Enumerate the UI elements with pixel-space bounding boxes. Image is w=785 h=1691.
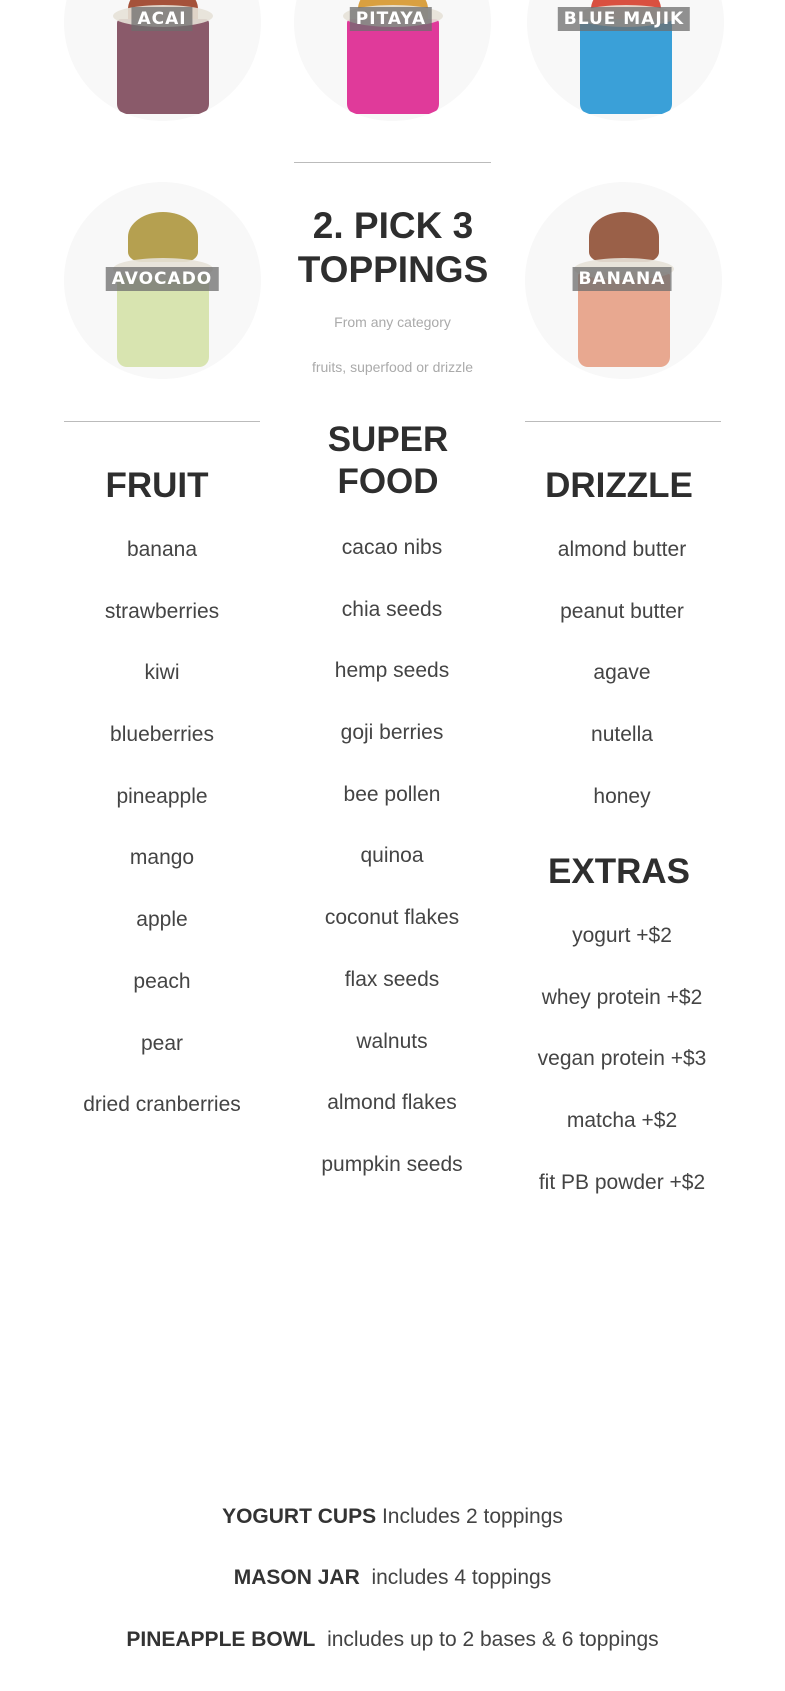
fruit-item: strawberries bbox=[104, 599, 220, 623]
drizzle-item: agave bbox=[593, 661, 651, 685]
superfood-item: hemp seeds bbox=[334, 659, 450, 683]
superfood-item: quinoa bbox=[360, 844, 424, 868]
divider-right bbox=[525, 421, 721, 422]
offer-desc: includes 4 toppings bbox=[371, 1566, 552, 1589]
cup-pitaya bbox=[342, 5, 443, 114]
superfood-item: walnuts bbox=[356, 1029, 428, 1053]
fruit-item: banana bbox=[126, 538, 198, 561]
avocado-label: AVOCADO bbox=[105, 267, 219, 291]
step-subtitle-1: From any category bbox=[334, 314, 451, 330]
superfood-list: cacao nibs chia seeds hemp seeds goji be… bbox=[272, 517, 512, 1196]
offer-name: YOGURT CUPS bbox=[222, 1505, 377, 1528]
fruit-list: banana strawberries kiwi blueberries pin… bbox=[42, 519, 282, 1136]
offer-desc: Includes 2 toppings bbox=[381, 1505, 563, 1528]
superfood-item: flax seeds bbox=[344, 967, 440, 991]
superfood-item: goji berries bbox=[340, 721, 444, 745]
drizzle-item: peanut butter bbox=[560, 599, 684, 623]
fruit-item: peach bbox=[133, 969, 191, 993]
extras-item: yogurt +$2 bbox=[572, 924, 672, 947]
fruit-heading: FRUIT bbox=[105, 466, 209, 505]
cup-blue-majik bbox=[575, 5, 676, 114]
extras-list: yogurt +$2 whey protein +$2 vegan protei… bbox=[502, 905, 742, 1213]
superfood-heading-line1: SUPER bbox=[327, 420, 449, 459]
fruit-item: dried cranberries bbox=[83, 1093, 241, 1117]
banana-bowl-image bbox=[525, 182, 722, 379]
fruit-item: pineapple bbox=[116, 784, 208, 808]
offer-pineapple-bowl: PINEAPPLE BOWL includes up to 2 bases & … bbox=[0, 1628, 785, 1652]
superfood-item: bee pollen bbox=[343, 782, 441, 806]
offer-desc: includes up to 2 bases & 6 toppings bbox=[327, 1628, 659, 1651]
extras-heading: EXTRAS bbox=[548, 852, 690, 891]
offer-name: MASON JAR bbox=[233, 1566, 360, 1589]
pitaya-label: PITAYA bbox=[349, 7, 433, 31]
divider-left bbox=[64, 421, 260, 422]
superfood-item: coconut flakes bbox=[324, 906, 460, 930]
step-subtitle-2: fruits, superfood or drizzle bbox=[311, 359, 474, 375]
extras-item: matcha +$2 bbox=[566, 1109, 678, 1133]
cup-acai bbox=[112, 5, 213, 114]
fruit-item: mango bbox=[129, 846, 195, 870]
extras-item: whey protein +$2 bbox=[541, 985, 703, 1009]
divider-top bbox=[294, 162, 491, 163]
offer-yogurt-cups: YOGURT CUPS Includes 2 toppings bbox=[0, 1505, 785, 1529]
drizzle-item: nutella bbox=[591, 723, 653, 747]
step-title-line1: 2. PICK 3 bbox=[312, 205, 474, 246]
fruit-item: kiwi bbox=[144, 661, 180, 685]
drizzle-item: almond butter bbox=[557, 538, 687, 561]
superfood-item: cacao nibs bbox=[341, 536, 443, 559]
extras-item: vegan protein +$3 bbox=[537, 1047, 707, 1071]
offer-mason-jar: MASON JAR includes 4 toppings bbox=[0, 1566, 785, 1590]
superfood-item: chia seeds bbox=[341, 597, 443, 621]
fruit-item: pear bbox=[140, 1031, 184, 1055]
offer-name: PINEAPPLE BOWL bbox=[126, 1628, 316, 1651]
drizzle-item: honey bbox=[593, 784, 651, 808]
superfood-heading-line2: FOOD bbox=[337, 462, 439, 501]
extras-item: fit PB powder +$2 bbox=[538, 1170, 706, 1194]
step-title-line2: TOPPINGS bbox=[297, 249, 489, 290]
blue-majik-label: BLUE MAJIK bbox=[557, 7, 691, 31]
drizzle-list: almond butter peanut butter agave nutell… bbox=[502, 519, 742, 827]
superfood-item: almond flakes bbox=[327, 1091, 457, 1115]
fruit-item: apple bbox=[136, 908, 188, 932]
superfood-item: pumpkin seeds bbox=[321, 1152, 463, 1176]
fruit-item: blueberries bbox=[110, 723, 214, 747]
acai-label: ACAI bbox=[131, 7, 193, 31]
drizzle-heading: DRIZZLE bbox=[545, 466, 693, 505]
banana-label: BANANA bbox=[572, 267, 672, 291]
